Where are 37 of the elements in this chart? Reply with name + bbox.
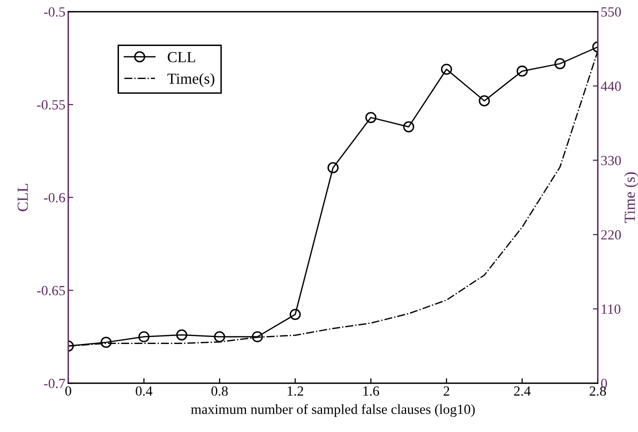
point (440, 64, 452, 75)
y2-tick-label: 0 (601, 378, 607, 388)
y-tick-label: -0.55 (37, 100, 65, 110)
y2-tick-label: 550 (601, 7, 621, 17)
y2-tick-label: 440 (600, 82, 621, 91)
point (100, 336, 112, 348)
x-tick-label: 2.8 (590, 386, 606, 396)
point (365, 112, 376, 124)
point (138, 331, 150, 342)
y-axis-title: CLL (18, 184, 28, 212)
point (252, 331, 263, 342)
point (176, 329, 188, 340)
point (403, 121, 414, 132)
x-tick-label: 2.4 (514, 386, 531, 396)
point (516, 66, 528, 77)
x-tick-label: 2 (444, 386, 450, 396)
y2-tick-label: 220 (601, 230, 621, 240)
y2-axis-title: Time (s) (624, 172, 638, 223)
legend-label: Time(s) (167, 73, 214, 87)
x-tick-label: 0.4 (136, 386, 152, 396)
point (290, 308, 301, 320)
y-tick-label: -0.7 (44, 378, 66, 388)
point (478, 95, 490, 106)
legend-label: CLL (168, 52, 196, 62)
point (327, 162, 339, 174)
x-tick-label: 0.8 (211, 386, 228, 396)
x-tick-label: 1.6 (363, 386, 380, 396)
point (554, 58, 566, 70)
y-tick-label: -0.5 (44, 7, 65, 17)
y2-tick-label: 330 (601, 156, 621, 166)
x-tick-label: 1.2 (288, 386, 304, 396)
y-tick-label: -0.65 (37, 286, 65, 296)
point (214, 331, 226, 342)
y2-tick-label: 110 (602, 304, 620, 314)
x-axis-title: maximum number of sampled false clauses (log10) (191, 404, 475, 417)
x-tick-label: 0 (65, 386, 72, 396)
y-tick-label: -0.6 (44, 193, 66, 202)
